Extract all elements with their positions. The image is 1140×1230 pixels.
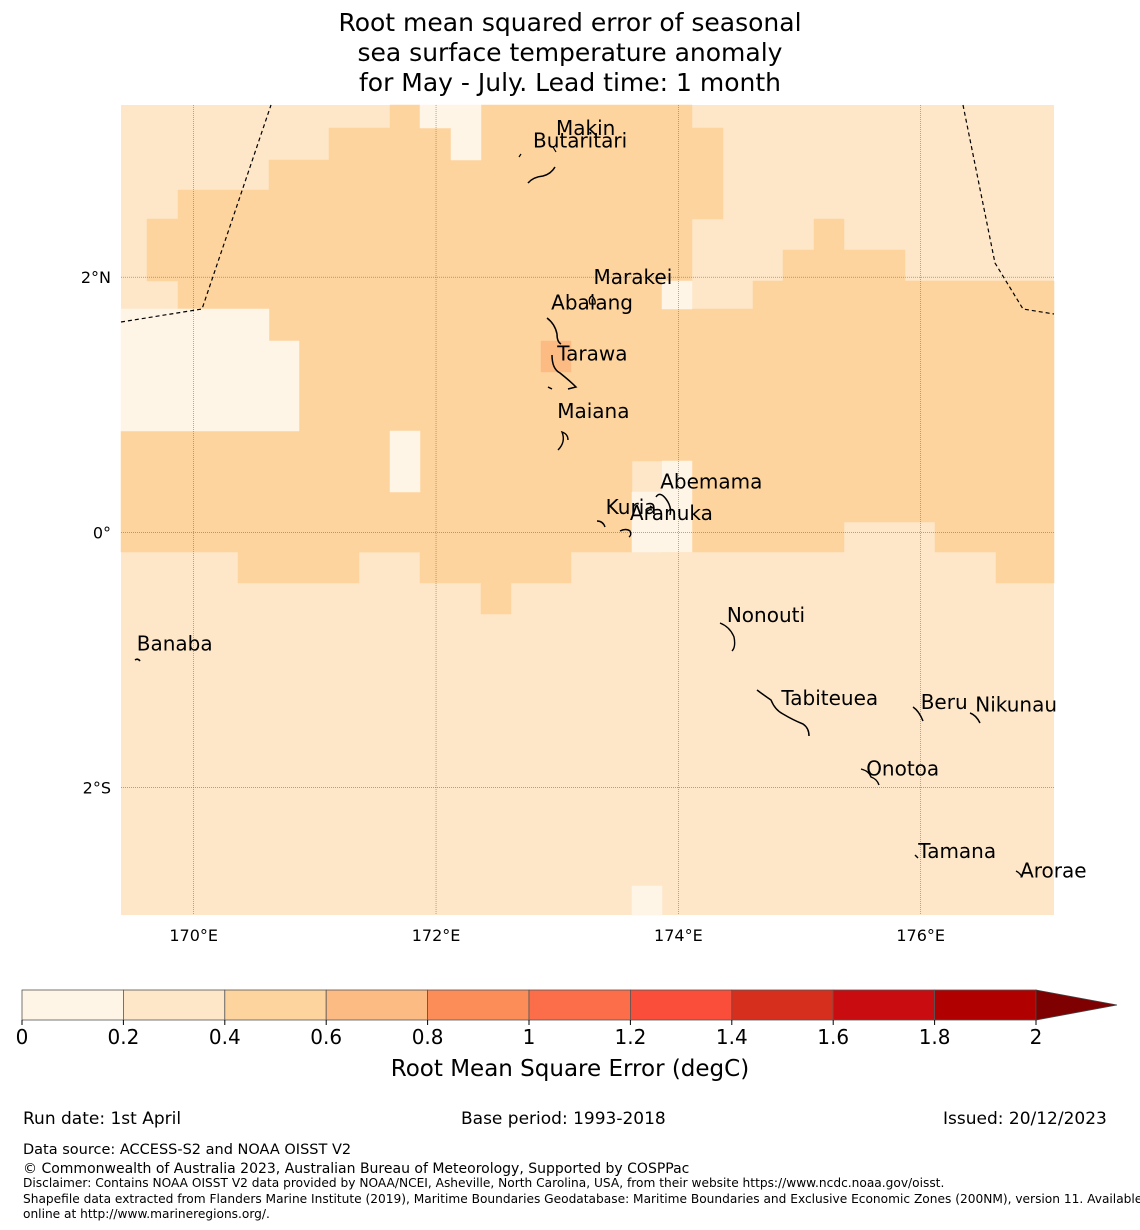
y-axis-ticks: 2°N 0° 2°S [81, 268, 111, 797]
x-tick-label: 172°E [412, 926, 461, 945]
shapefile-credit-link: online at http://www.marineregions.org/. [23, 1207, 270, 1221]
colorbar-tick-label: 0.8 [412, 1025, 444, 1049]
data-source: Data source: ACCESS-S2 and NOAA OISST V2 [23, 1142, 352, 1158]
colorbar-block [832, 989, 936, 1021]
island-coastlines [134, 146, 1023, 878]
colorbar-label: Root Mean Square Error (degC) [391, 1056, 749, 1082]
run-date: Run date: 1st April [23, 1109, 182, 1129]
island-label-onotoa: Onotoa [866, 756, 939, 780]
colorbar-tick-label: 1.4 [716, 1025, 748, 1049]
coast-banaba [134, 658, 141, 662]
colorbar-block [325, 989, 429, 1021]
title-line-1: Root mean squared error of seasonal [338, 8, 802, 37]
colorbar-tick-label: 2 [1030, 1025, 1043, 1049]
issued-date: Issued: 20/12/2023 [943, 1109, 1107, 1129]
colorbar-tick-label: 0.2 [107, 1025, 139, 1049]
coast-beru [912, 706, 924, 722]
island-label-beru: Beru [921, 690, 968, 714]
colorbar-blocks [21, 989, 1037, 1021]
eez-boundary-east [962, 104, 1055, 315]
rmse-cell-patch [995, 551, 1055, 584]
colorbar-ticks: 0 0.2 0.4 0.6 0.8 1 1.2 1.4 1.6 1.8 2 [16, 1020, 1043, 1049]
island-label-tabiteuea: Tabiteuea [780, 686, 878, 710]
y-tick-label: 0° [93, 523, 111, 542]
colorbar-tick-label: 0.4 [209, 1025, 241, 1049]
coast-tamana [914, 854, 919, 859]
island-label-nikunau: Nikunau [975, 693, 1057, 717]
colorbar-extend-arrow [1035, 989, 1118, 1021]
eez-boundary-west [120, 104, 272, 323]
island-label-tarawa: Tarawa [556, 342, 627, 366]
coast-abemama [649, 493, 672, 516]
colorbar-block [934, 989, 1037, 1021]
title-line-2: sea surface temperature anomaly [357, 38, 783, 67]
island-label-aranuka: Aranuka [630, 501, 713, 525]
coast-nikunau [969, 712, 981, 724]
eez-boundaries [120, 104, 1055, 323]
island-label-banaba: Banaba [137, 631, 213, 655]
rmse-cell-patch [419, 104, 482, 129]
colorbar-block [731, 989, 834, 1021]
colorbar-tick-label: 1.6 [817, 1025, 849, 1049]
island-label-marakei: Marakei [594, 265, 673, 289]
rmse-cell-patch [631, 885, 663, 916]
rmse-cell-patch [120, 308, 300, 432]
y-tick-label: 2°N [81, 268, 111, 287]
coast-aranuka [619, 528, 632, 538]
colorbar-tick-label: 1.2 [614, 1025, 646, 1049]
shapefile-credit: Shapefile data extracted from Flanders M… [23, 1192, 1140, 1206]
coast-onotoa [860, 768, 880, 786]
colorbar-block [630, 989, 733, 1021]
coast-arorae [1015, 870, 1023, 878]
coast-makin [518, 146, 557, 158]
island-label-makin: Makin [556, 116, 615, 140]
x-tick-label: 176°E [896, 926, 945, 945]
map-title: Root mean squared error of seasonal sea … [170, 8, 970, 98]
coast-tabiteuea [756, 689, 810, 737]
coast-tarawa [547, 354, 578, 390]
y-tick-label: 2°S [83, 778, 111, 797]
coast-butaritari [527, 166, 556, 184]
colorbar-block [21, 989, 124, 1021]
colorbar-block [427, 989, 530, 1021]
coast-nonouti [719, 622, 736, 652]
rmse-cell-patch [661, 280, 693, 310]
colorbar: 0 0.2 0.4 0.6 0.8 1 1.2 1.4 1.6 1.8 2 Root Mean Sq… [16, 989, 1118, 1082]
island-label-kuria: Kuria [606, 495, 657, 519]
title-line-3: for May - July. Lead time: 1 month [358, 68, 782, 97]
rmse-cell-patch [631, 460, 693, 553]
island-label-nonouti: Nonouti [727, 603, 805, 627]
coast-kuria [596, 520, 606, 528]
rmse-cell-patch [540, 340, 572, 373]
island-label-abemama: Abemama [660, 469, 762, 493]
colorbar-block [123, 989, 226, 1021]
disclaimer: Disclaimer: Contains NOAA OISST V2 data … [23, 1176, 945, 1190]
island-label-butaritari: Butaritari [533, 129, 627, 153]
island-label-abaiang: Abaiang [551, 291, 633, 315]
colorbar-tick-label: 1.8 [919, 1025, 951, 1049]
rmse-grid [120, 104, 1055, 916]
graticule [121, 105, 1054, 915]
coast-abaiang [546, 317, 562, 345]
colorbar-tick-label: 0 [16, 1025, 29, 1049]
coast-marakei [588, 295, 596, 305]
island-label-tamana: Tamana [917, 839, 996, 863]
coast-maiana [557, 430, 569, 451]
colorbar-tick-label: 1 [523, 1025, 536, 1049]
rmse-cell-patch [450, 127, 482, 161]
x-axis-ticks: 170°E 172°E 174°E 176°E [169, 926, 945, 945]
island-label-maiana: Maiana [557, 399, 629, 423]
x-tick-label: 170°E [169, 926, 218, 945]
x-tick-label: 174°E [654, 926, 703, 945]
colorbar-block [224, 989, 327, 1021]
island-label-arorae: Arorae [1020, 858, 1086, 882]
rmse-cell-patch [389, 430, 421, 493]
colorbar-tick-label: 0.6 [310, 1025, 342, 1049]
base-period: Base period: 1993-2018 [461, 1109, 666, 1129]
copyright: © Commonwealth of Australia 2023, Austra… [23, 1161, 690, 1177]
colorbar-block [528, 989, 631, 1021]
